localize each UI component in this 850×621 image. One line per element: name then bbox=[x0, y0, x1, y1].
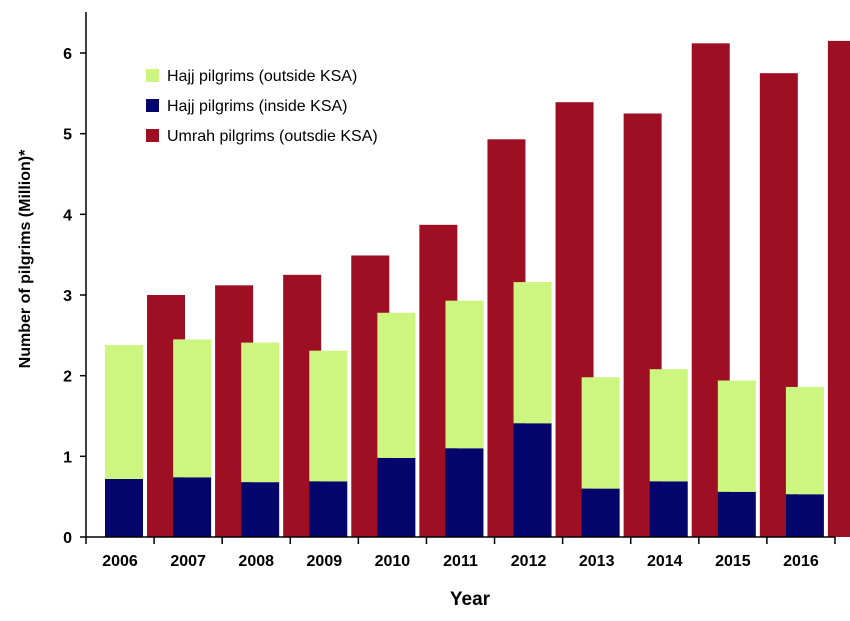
bar-hajj-inside-2012 bbox=[513, 423, 552, 537]
y-tick-label: 0 bbox=[63, 530, 72, 547]
y-tick-label: 3 bbox=[63, 288, 72, 305]
bar-hajj-inside-2011 bbox=[445, 448, 484, 537]
bar-hajj-outside-2007 bbox=[173, 339, 212, 478]
legend-label: Umrah pilgrims (outsdie KSA) bbox=[167, 128, 378, 145]
bars-layer bbox=[105, 40, 850, 538]
x-tick-label: 2009 bbox=[307, 553, 343, 570]
bar-hajj-outside-2012 bbox=[513, 282, 552, 424]
y-tick-label: 6 bbox=[63, 46, 72, 63]
y-tick-label: 1 bbox=[63, 449, 72, 466]
x-tick-label: 2014 bbox=[647, 553, 683, 570]
bar-hajj-outside-2016 bbox=[785, 386, 824, 495]
legend-label: Hajj pilgrims (inside KSA) bbox=[167, 98, 348, 115]
legend-label: Hajj pilgrims (outside KSA) bbox=[167, 68, 357, 85]
bar-umrah-2016 bbox=[827, 40, 850, 538]
bar-hajj-outside-2010 bbox=[377, 312, 416, 458]
x-axis-title: Year bbox=[450, 589, 491, 610]
x-tick-label: 2015 bbox=[715, 553, 751, 570]
x-tick-label: 2012 bbox=[511, 553, 547, 570]
legend: Hajj pilgrims (outside KSA) Hajj pilgrims… bbox=[146, 68, 378, 145]
bar-hajj-inside-2016 bbox=[785, 494, 824, 537]
bar-hajj-outside-2008 bbox=[241, 342, 280, 483]
y-axis-title: Number of pilgrims (Million)* bbox=[17, 149, 34, 368]
y-tick-label: 2 bbox=[63, 369, 72, 386]
y-ticks: 0 1 2 3 4 5 6 bbox=[63, 46, 86, 547]
legend-swatch bbox=[146, 129, 159, 142]
x-tick-label: 2011 bbox=[443, 553, 478, 570]
bar-hajj-inside-2010 bbox=[377, 457, 416, 537]
bar-hajj-inside-2008 bbox=[241, 482, 280, 537]
bar-hajj-outside-2014 bbox=[649, 369, 688, 482]
x-ticks: 2006 2007 2008 2009 2010 2011 2012 2013 2014 2015… bbox=[85, 537, 836, 570]
bar-hajj-outside-2013 bbox=[581, 377, 620, 489]
bar-hajj-inside-2009 bbox=[309, 481, 348, 537]
bar-hajj-outside-2015 bbox=[717, 380, 756, 492]
legend-swatch bbox=[146, 99, 159, 112]
bar-hajj-inside-2014 bbox=[649, 481, 688, 537]
bar-hajj-inside-2013 bbox=[581, 488, 620, 537]
bar-hajj-outside-2009 bbox=[309, 350, 348, 482]
x-tick-label: 2007 bbox=[170, 553, 206, 570]
y-tick-label: 5 bbox=[63, 127, 72, 144]
y-tick-label: 4 bbox=[63, 207, 72, 224]
bar-hajj-outside-2006 bbox=[105, 345, 143, 479]
legend-swatch bbox=[146, 69, 159, 82]
bar-hajj-inside-2015 bbox=[717, 491, 756, 537]
x-tick-label: 2010 bbox=[375, 553, 411, 570]
axes-layer bbox=[85, 12, 835, 538]
x-tick-label: 2016 bbox=[783, 553, 819, 570]
x-tick-label: 2013 bbox=[579, 553, 615, 570]
x-tick-label: 2008 bbox=[238, 553, 274, 570]
bar-hajj-inside-2007 bbox=[173, 477, 212, 537]
x-tick-label: 2006 bbox=[102, 553, 138, 570]
bar-hajj-inside-2006 bbox=[105, 478, 143, 537]
bar-hajj-outside-2011 bbox=[445, 300, 484, 449]
